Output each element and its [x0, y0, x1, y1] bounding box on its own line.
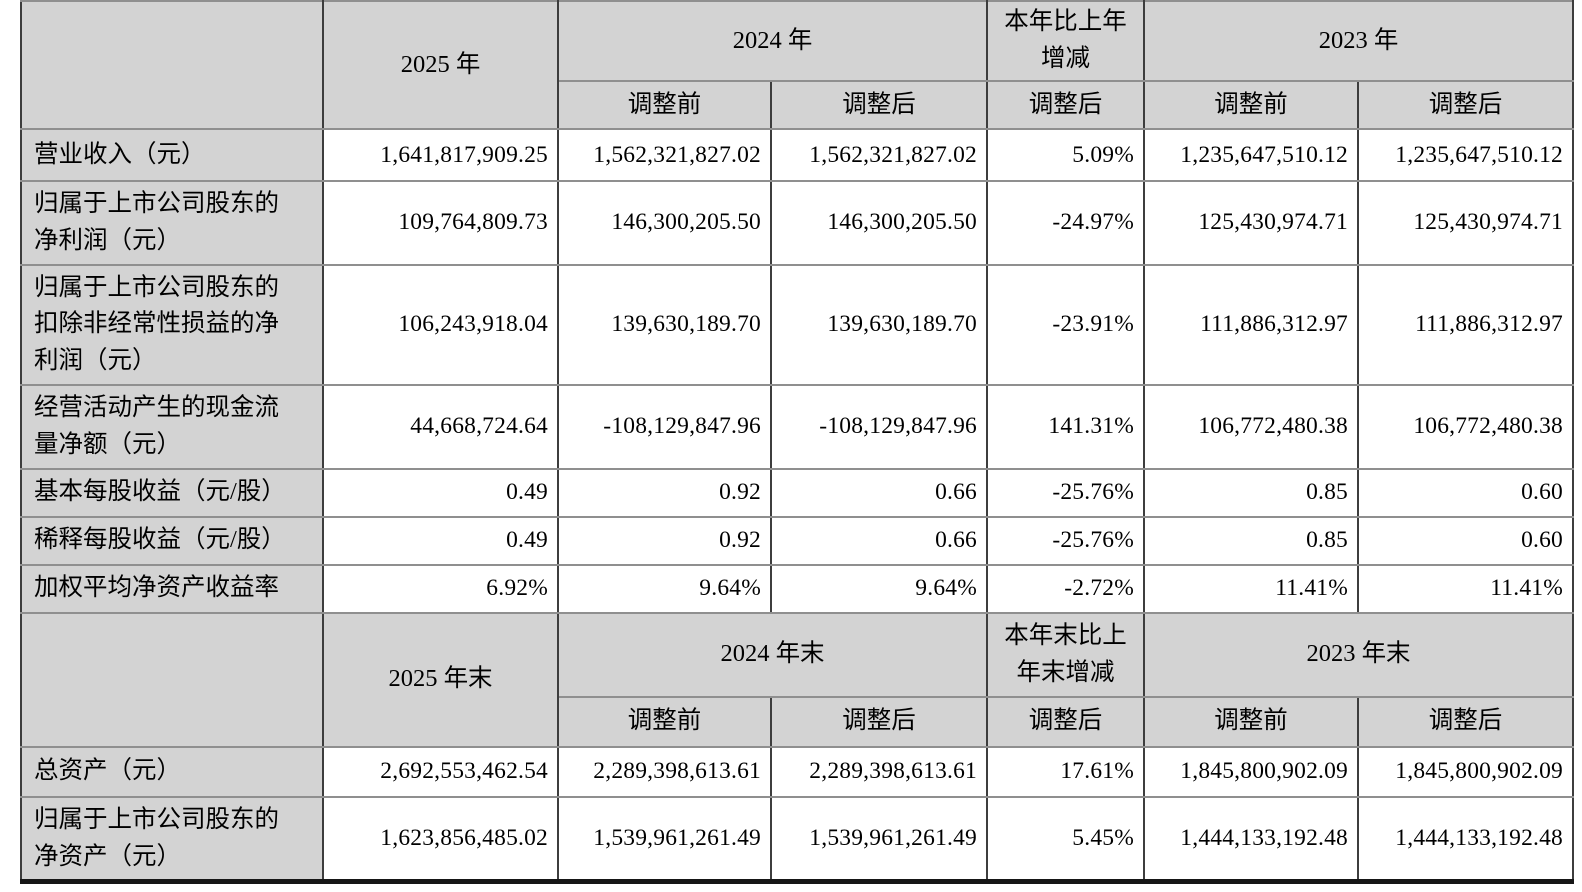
cell-value: 1,641,817,909.25	[322, 128, 559, 182]
cell-value: 0.92	[557, 467, 772, 518]
cell-value: 1,623,856,485.02	[322, 795, 559, 883]
cell-value: -2.72%	[986, 563, 1145, 614]
cell-value: 11.41%	[1143, 563, 1359, 614]
header-row-yearend: 2025 年末 2024 年末 本年末比上 年末增减 2023 年末	[20, 611, 1574, 748]
cell-value: -23.91%	[986, 263, 1145, 386]
cell-value: 17.61%	[986, 745, 1145, 798]
header-yearend-2023: 2023 年末	[1143, 611, 1574, 698]
cell-value: 111,886,312.97	[1357, 263, 1574, 386]
cell-value: -25.76%	[986, 515, 1145, 566]
cell-value: -108,129,847.96	[770, 383, 988, 470]
subheader-changeend-after: 调整后	[986, 695, 1145, 748]
cell-value: 1,235,647,510.12	[1357, 128, 1574, 182]
header-year-2023: 2023 年	[1143, 0, 1574, 82]
cell-value: 0.66	[770, 515, 988, 566]
subheader-2024-after: 调整后	[770, 80, 988, 130]
cell-value: 1,539,961,261.49	[770, 795, 988, 883]
cell-value: 0.85	[1143, 515, 1359, 566]
row-label: 基本每股收益（元/股）	[20, 467, 324, 518]
cell-value: 1,562,321,827.02	[770, 128, 988, 182]
cell-value: -108,129,847.96	[557, 383, 772, 470]
row-label: 归属于上市公司股东的 扣除非经常性损益的净 利润（元）	[20, 263, 324, 386]
table-row-diluted-eps: 稀释每股收益（元/股） 0.49 0.92 0.66 -25.76% 0.85 …	[20, 515, 1574, 566]
cell-value: 2,692,553,462.54	[322, 745, 559, 798]
header-yearend-2025: 2025 年末	[322, 611, 559, 748]
cell-value: 1,845,800,902.09	[1143, 745, 1359, 798]
cell-value: 139,630,189.70	[770, 263, 988, 386]
row-label: 加权平均净资产收益率	[20, 563, 324, 614]
financial-summary-table: 2025 年 2024 年 本年比上年 增减 2023 年 调整前 调整后 调整…	[20, 0, 1574, 885]
row-label: 归属于上市公司股东的 净利润（元）	[20, 180, 324, 266]
row-label: 稀释每股收益（元/股）	[20, 515, 324, 566]
cell-value: 1,562,321,827.02	[557, 128, 772, 182]
cell-value: 106,772,480.38	[1357, 383, 1574, 470]
cell-value: 1,845,800,902.09	[1357, 745, 1574, 798]
row-label: 总资产（元）	[20, 745, 324, 798]
table-row-basic-eps: 基本每股收益（元/股） 0.49 0.92 0.66 -25.76% 0.85 …	[20, 467, 1574, 518]
cell-value: 146,300,205.50	[557, 180, 772, 266]
cell-value: 1,444,133,192.48	[1143, 795, 1359, 883]
subheader-change-after: 调整后	[986, 80, 1145, 130]
table-row-net-assets: 归属于上市公司股东的 净资产（元） 1,623,856,485.02 1,539…	[20, 795, 1574, 883]
header-year-2025: 2025 年	[322, 0, 559, 130]
header-change-yearend: 本年末比上 年末增减	[986, 611, 1145, 698]
cell-value: 146,300,205.50	[770, 180, 988, 266]
cell-value: 0.60	[1357, 467, 1574, 518]
subheader-2023end-after: 调整后	[1357, 695, 1574, 748]
cell-value: 1,235,647,510.12	[1143, 128, 1359, 182]
corner-cell	[20, 611, 324, 748]
cell-value: 106,243,918.04	[322, 263, 559, 386]
cell-value: 125,430,974.71	[1143, 180, 1359, 266]
subheader-2023-after: 调整后	[1357, 80, 1574, 130]
header-row-yearend-adjust: 调整前 调整后 调整后 调整前 调整后	[21, 695, 1574, 748]
row-label: 营业收入（元）	[20, 128, 324, 182]
cell-value: 6.92%	[322, 563, 559, 614]
row-label: 经营活动产生的现金流 量净额（元）	[20, 383, 324, 470]
table-row-revenue: 营业收入（元） 1,641,817,909.25 1,562,321,827.0…	[20, 128, 1574, 182]
cell-value: 1,539,961,261.49	[557, 795, 772, 883]
header-yearend-2024: 2024 年末	[557, 611, 988, 698]
cell-value: 0.60	[1357, 515, 1574, 566]
cell-value: 106,772,480.38	[1143, 383, 1359, 470]
cell-value: 141.31%	[986, 383, 1145, 470]
header-row-adjust: 调整前 调整后 调整后 调整前 调整后	[21, 80, 1574, 130]
row-label: 归属于上市公司股东的 净资产（元）	[20, 795, 324, 883]
subheader-2023-before: 调整前	[1143, 80, 1359, 130]
cell-value: -24.97%	[986, 180, 1145, 266]
cell-value: 9.64%	[557, 563, 772, 614]
table-row-operating-cash-flow: 经营活动产生的现金流 量净额（元） 44,668,724.64 -108,129…	[20, 383, 1574, 470]
table-row-total-assets: 总资产（元） 2,692,553,462.54 2,289,398,613.61…	[20, 745, 1574, 798]
subheader-2024end-before: 调整前	[557, 695, 772, 748]
cell-value: 1,444,133,192.48	[1357, 795, 1574, 883]
table-row-net-profit: 归属于上市公司股东的 净利润（元） 109,764,809.73 146,300…	[20, 180, 1574, 266]
cell-value: -25.76%	[986, 467, 1145, 518]
table-row-deducted-net-profit: 归属于上市公司股东的 扣除非经常性损益的净 利润（元） 106,243,918.…	[20, 263, 1574, 386]
cell-value: 44,668,724.64	[322, 383, 559, 470]
subheader-2024-before: 调整前	[557, 80, 772, 130]
cell-value: 9.64%	[770, 563, 988, 614]
cell-value: 5.09%	[986, 128, 1145, 182]
header-year-2024: 2024 年	[557, 0, 988, 82]
cell-value: 2,289,398,613.61	[770, 745, 988, 798]
header-row-years: 2025 年 2024 年 本年比上年 增减 2023 年	[20, 0, 1574, 130]
subheader-2024end-after: 调整后	[770, 695, 988, 748]
cell-value: 125,430,974.71	[1357, 180, 1574, 266]
cell-value: 109,764,809.73	[322, 180, 559, 266]
cell-value: 111,886,312.97	[1143, 263, 1359, 386]
cell-value: 0.49	[322, 515, 559, 566]
header-change-yoy: 本年比上年 增减	[986, 0, 1145, 82]
cell-value: 0.66	[770, 467, 988, 518]
cell-value: 5.45%	[986, 795, 1145, 883]
cell-value: 0.85	[1143, 467, 1359, 518]
table-row-weighted-avg-roe: 加权平均净资产收益率 6.92% 9.64% 9.64% -2.72% 11.4…	[20, 563, 1574, 614]
corner-cell	[20, 0, 324, 130]
cell-value: 139,630,189.70	[557, 263, 772, 386]
cell-value: 11.41%	[1357, 563, 1574, 614]
cell-value: 0.49	[322, 467, 559, 518]
cell-value: 2,289,398,613.61	[557, 745, 772, 798]
subheader-2023end-before: 调整前	[1143, 695, 1359, 748]
cell-value: 0.92	[557, 515, 772, 566]
